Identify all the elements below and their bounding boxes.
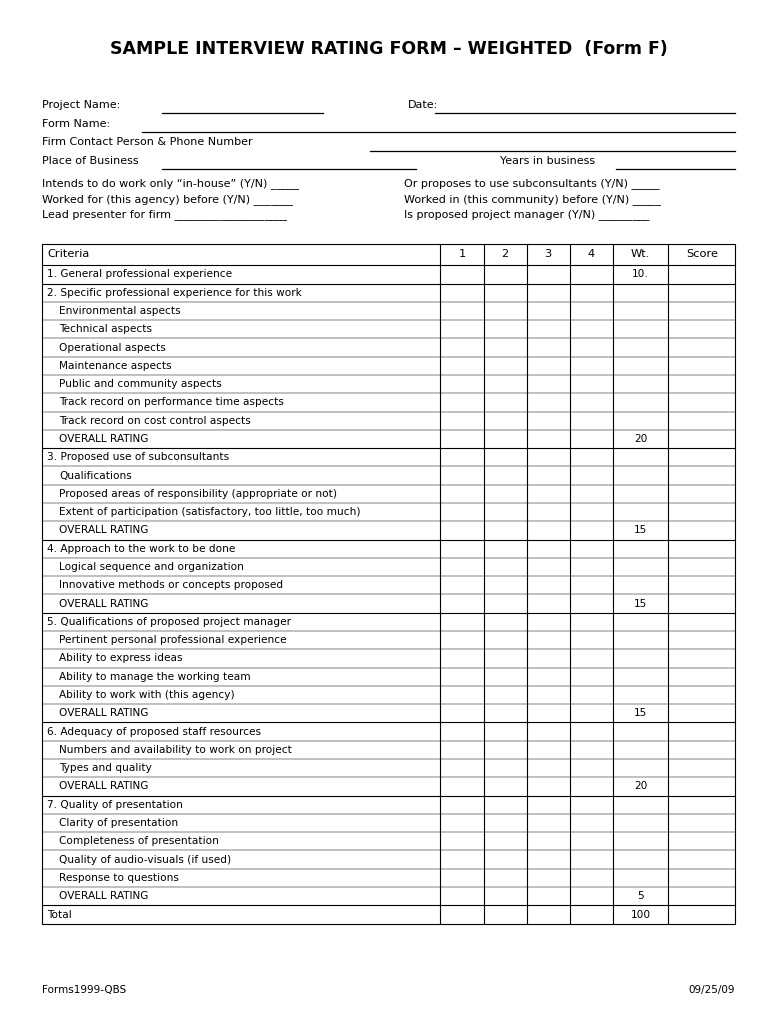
Text: OVERALL RATING: OVERALL RATING xyxy=(59,891,149,901)
Text: Project Name:: Project Name: xyxy=(42,99,124,110)
Text: Worked in (this community) before (Y/N) _____: Worked in (this community) before (Y/N) … xyxy=(404,194,661,205)
Text: OVERALL RATING: OVERALL RATING xyxy=(59,434,149,444)
Text: 100: 100 xyxy=(631,909,651,920)
Text: Innovative methods or concepts proposed: Innovative methods or concepts proposed xyxy=(59,581,283,590)
Text: Worked for (this agency) before (Y/N) _______: Worked for (this agency) before (Y/N) __… xyxy=(42,194,293,205)
Text: 2: 2 xyxy=(501,250,509,259)
Text: 15: 15 xyxy=(634,525,648,536)
Text: 6. Adequacy of proposed staff resources: 6. Adequacy of proposed staff resources xyxy=(47,727,261,736)
Text: Maintenance aspects: Maintenance aspects xyxy=(59,360,172,371)
Text: 4: 4 xyxy=(588,250,595,259)
Text: Years in business: Years in business xyxy=(500,156,596,166)
Text: 3: 3 xyxy=(544,250,552,259)
Text: Extent of participation (satisfactory, too little, too much): Extent of participation (satisfactory, t… xyxy=(59,507,361,517)
Text: Completeness of presentation: Completeness of presentation xyxy=(59,837,219,847)
Text: 1. General professional experience: 1. General professional experience xyxy=(47,269,232,280)
Text: 7. Quality of presentation: 7. Quality of presentation xyxy=(47,800,182,810)
Text: OVERALL RATING: OVERALL RATING xyxy=(59,599,149,608)
Text: 20: 20 xyxy=(634,434,648,444)
Text: OVERALL RATING: OVERALL RATING xyxy=(59,709,149,718)
Text: 4. Approach to the work to be done: 4. Approach to the work to be done xyxy=(47,544,236,554)
Text: Pertinent personal professional experience: Pertinent personal professional experien… xyxy=(59,635,287,645)
Text: 15: 15 xyxy=(634,599,648,608)
Text: OVERALL RATING: OVERALL RATING xyxy=(59,781,149,792)
Text: Numbers and availability to work on project: Numbers and availability to work on proj… xyxy=(59,744,292,755)
Text: Qualifications: Qualifications xyxy=(59,471,132,480)
Text: 5: 5 xyxy=(638,891,644,901)
Text: 15: 15 xyxy=(634,709,648,718)
Text: SAMPLE INTERVIEW RATING FORM – WEIGHTED  (Form F): SAMPLE INTERVIEW RATING FORM – WEIGHTED … xyxy=(110,40,668,58)
Text: Criteria: Criteria xyxy=(47,250,89,259)
Text: 3. Proposed use of subconsultants: 3. Proposed use of subconsultants xyxy=(47,453,229,462)
Text: Forms1999-QBS: Forms1999-QBS xyxy=(42,985,126,995)
Text: Quality of audio-visuals (if used): Quality of audio-visuals (if used) xyxy=(59,855,232,864)
Text: 5. Qualifications of proposed project manager: 5. Qualifications of proposed project ma… xyxy=(47,616,291,627)
Text: 09/25/09: 09/25/09 xyxy=(689,985,735,995)
Text: Track record on cost control aspects: Track record on cost control aspects xyxy=(59,416,251,426)
Text: Types and quality: Types and quality xyxy=(59,763,152,773)
Text: OVERALL RATING: OVERALL RATING xyxy=(59,525,149,536)
Bar xyxy=(42,244,735,924)
Text: Ability to manage the working team: Ability to manage the working team xyxy=(59,672,251,682)
Text: Ability to express ideas: Ability to express ideas xyxy=(59,653,182,664)
Text: Clarity of presentation: Clarity of presentation xyxy=(59,818,179,828)
Text: Is proposed project manager (Y/N) _________: Is proposed project manager (Y/N) ______… xyxy=(404,209,650,220)
Text: Response to questions: Response to questions xyxy=(59,872,179,883)
Text: Track record on performance time aspects: Track record on performance time aspects xyxy=(59,397,284,408)
Text: 10.: 10. xyxy=(632,269,649,280)
Text: Score: Score xyxy=(686,250,718,259)
Text: Public and community aspects: Public and community aspects xyxy=(59,379,222,389)
Text: Total: Total xyxy=(47,909,72,920)
Text: Wt.: Wt. xyxy=(631,250,651,259)
Text: Technical aspects: Technical aspects xyxy=(59,325,152,334)
Text: 20: 20 xyxy=(634,781,648,792)
Text: Operational aspects: Operational aspects xyxy=(59,342,166,352)
Text: Proposed areas of responsibility (appropriate or not): Proposed areas of responsibility (approp… xyxy=(59,488,337,499)
Text: Lead presenter for firm ____________________: Lead presenter for firm ________________… xyxy=(42,209,287,220)
Text: Intends to do work only “in-house” (Y/N) _____: Intends to do work only “in-house” (Y/N)… xyxy=(42,178,300,189)
Text: Form Name:: Form Name: xyxy=(42,119,114,129)
Text: Place of Business: Place of Business xyxy=(42,156,139,166)
Text: Environmental aspects: Environmental aspects xyxy=(59,306,181,316)
Text: Date:: Date: xyxy=(408,99,438,110)
Text: Logical sequence and organization: Logical sequence and organization xyxy=(59,562,244,572)
Text: Firm Contact Person & Phone Number: Firm Contact Person & Phone Number xyxy=(42,137,253,147)
Text: Ability to work with (this agency): Ability to work with (this agency) xyxy=(59,690,235,700)
Text: Or proposes to use subconsultants (Y/N) _____: Or proposes to use subconsultants (Y/N) … xyxy=(404,178,660,189)
Text: 1: 1 xyxy=(458,250,466,259)
Text: 2. Specific professional experience for this work: 2. Specific professional experience for … xyxy=(47,288,302,298)
